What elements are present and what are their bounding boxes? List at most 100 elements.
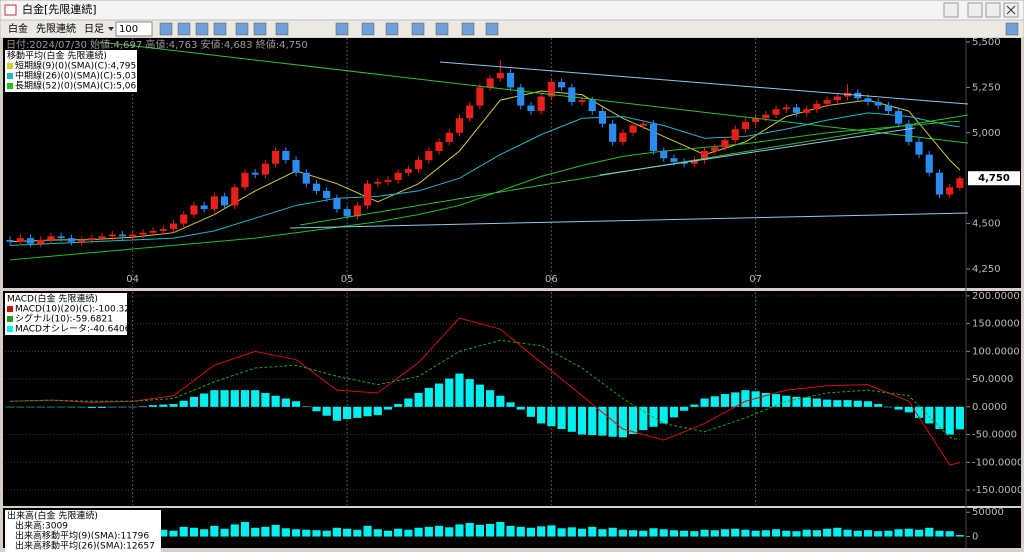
oscillator-bar [833, 400, 842, 407]
oscillator-bar [97, 406, 107, 408]
legend-swatch [7, 83, 13, 89]
oscillator-bar [445, 378, 454, 407]
candle-body [925, 154, 933, 173]
tool-icon[interactable] [195, 22, 209, 36]
candle-body [517, 87, 525, 106]
tool-icon[interactable] [1005, 22, 1019, 36]
x-tick-label: 07 [749, 274, 762, 285]
y-tick-label: 0.0000 [972, 402, 1007, 413]
dropdown-arrow [108, 27, 114, 31]
oscillator-bar [547, 406, 556, 427]
pin-button[interactable] [943, 2, 959, 18]
series-line [10, 120, 960, 261]
oscillator-bar [720, 394, 730, 407]
candle-body [609, 123, 617, 142]
oscillator-bar [363, 406, 372, 417]
candle-body [649, 123, 658, 151]
tool-icon[interactable] [177, 22, 191, 36]
candle-body [282, 150, 290, 161]
candle-body [302, 172, 310, 184]
series-line [10, 317, 961, 466]
candle-body [772, 109, 780, 115]
candle-body [180, 214, 188, 224]
candle-body [98, 236, 106, 239]
candle-body [701, 150, 709, 161]
oscillator-bar [149, 405, 158, 407]
legend-entry: 出来高移動平均(9)(SMA):11796 [15, 530, 149, 542]
oscillator-bar [118, 406, 127, 408]
volume-bar [486, 523, 495, 537]
candle-body [159, 229, 167, 231]
minimize-button[interactable] [967, 2, 983, 18]
tool-icon[interactable] [411, 22, 425, 36]
count-box[interactable] [115, 21, 153, 37]
tool-icon[interactable] [361, 22, 375, 36]
candle-body [333, 198, 341, 210]
candle-body [292, 160, 300, 173]
candle-body [455, 118, 464, 133]
period-label[interactable]: 日足 [84, 23, 104, 35]
x-tick-label: 04 [126, 274, 139, 285]
oscillator-bar [884, 406, 893, 408]
oscillator-bar [67, 406, 76, 408]
tool-icon[interactable] [159, 22, 173, 36]
tool-icon[interactable] [485, 22, 499, 36]
volume-bar [516, 526, 525, 537]
oscillator-bar [414, 392, 423, 407]
candle-body [415, 160, 423, 170]
oscillator-bar [577, 406, 587, 435]
oscillator-bar [57, 406, 66, 408]
volume-bar [475, 524, 484, 537]
volume-bar [169, 530, 178, 537]
tool-icon[interactable] [235, 22, 249, 36]
volume-bar [925, 527, 934, 537]
toolbar-icons [159, 22, 1019, 36]
oscillator-bar [251, 390, 260, 407]
volume-bar [894, 529, 903, 537]
legend-title: 出来高(白金 先限連続) [7, 510, 98, 522]
oscillator-bar [863, 401, 873, 407]
candle-body [711, 147, 719, 151]
candle-body [721, 140, 729, 148]
tool-icon[interactable] [213, 22, 227, 36]
maximize-button[interactable] [985, 2, 1001, 18]
oscillator-bar [669, 406, 679, 418]
volume-bar [649, 528, 658, 537]
oscillator-bar [925, 406, 934, 424]
volume-bar [874, 531, 883, 537]
legend-entry: 出来高:3009 [15, 520, 68, 532]
tool-icon[interactable] [253, 22, 267, 36]
oscillator-bar [291, 401, 301, 407]
oscillator-bar [455, 373, 464, 407]
volume-bar [731, 528, 740, 537]
oscillator-bar [567, 406, 576, 432]
contract-label[interactable]: 先限連続 [36, 22, 76, 35]
oscillator-bar [16, 406, 25, 408]
candle-body [67, 238, 75, 242]
candle-body [476, 87, 484, 106]
volume-bar [577, 528, 587, 537]
tool-icon[interactable] [385, 22, 399, 36]
y-tick-label: 4,500 [972, 219, 1001, 230]
oscillator-bar [210, 390, 219, 407]
oscillator-bar [343, 406, 352, 420]
volume-bar [669, 530, 679, 537]
candle-body [374, 181, 382, 184]
legend-box [5, 510, 161, 552]
volume-bar [761, 530, 770, 537]
oscillator-bar [496, 395, 505, 407]
oscillator-bar [404, 398, 413, 407]
tool-icon[interactable] [435, 22, 449, 36]
oscillator-bar [588, 406, 597, 436]
tool-icon[interactable] [461, 22, 475, 36]
candle-body [660, 150, 668, 159]
candle-body [149, 230, 157, 233]
tool-icon[interactable] [275, 22, 289, 36]
symbol-label[interactable]: 白金 [8, 22, 28, 35]
volume-bar [383, 530, 393, 537]
volume-bar [710, 530, 719, 537]
volume-bar [200, 529, 209, 537]
volume-bar [465, 522, 474, 537]
tool-icon[interactable] [335, 22, 349, 36]
candle-body [731, 129, 739, 141]
